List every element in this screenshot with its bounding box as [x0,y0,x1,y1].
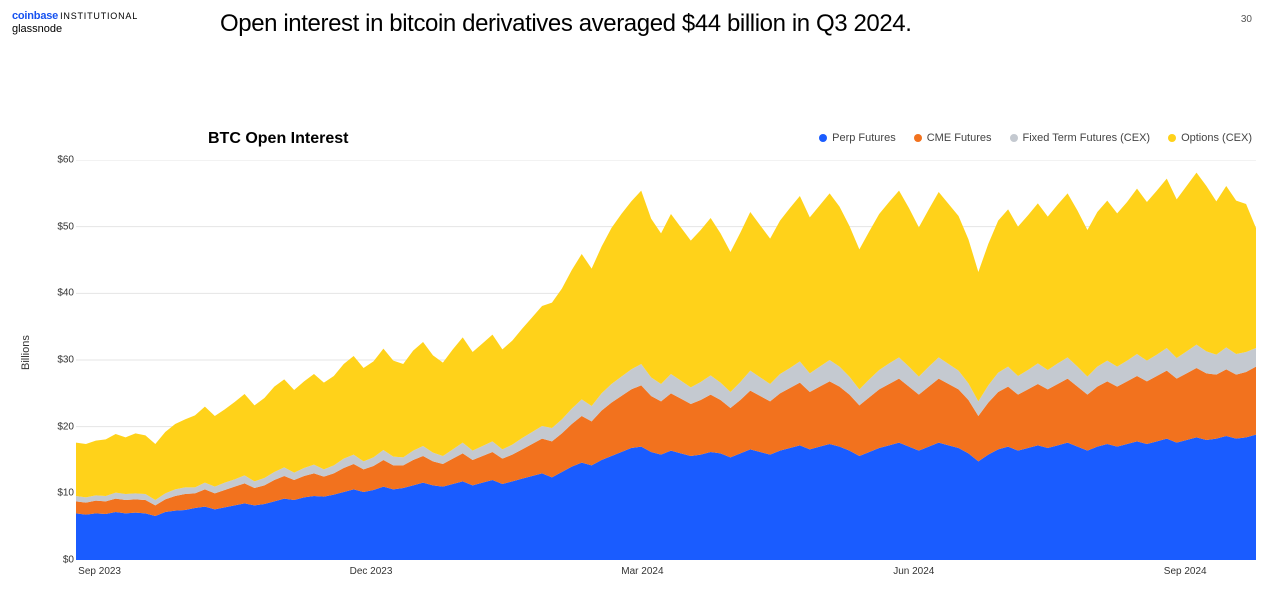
legend-label: Fixed Term Futures (CEX) [1023,132,1151,144]
legend-item: Perp Futures [819,132,896,144]
legend-item: Options (CEX) [1168,132,1252,144]
y-tick-label: $40 [57,288,74,299]
x-tick-label: Sep 2023 [78,566,121,577]
y-tick-label: $10 [57,488,74,499]
x-tick-label: Mar 2024 [621,566,663,577]
logo-block: coinbaseINSTITUTIONAL glassnode [12,10,138,36]
legend-dot-icon [914,134,922,142]
x-tick-label: Jun 2024 [893,566,934,577]
headline: Open interest in bitcoin derivatives ave… [220,10,912,38]
chart-title: BTC Open Interest [208,130,348,148]
legend-item: Fixed Term Futures (CEX) [1010,132,1151,144]
coinbase-logo: coinbase [12,10,58,22]
logo-line-1: coinbaseINSTITUTIONAL [12,10,138,23]
y-axis-ticks: $0$10$20$30$40$50$60 [40,160,74,560]
chart-plot [76,160,1256,560]
y-tick-label: $0 [63,555,74,566]
legend-item: CME Futures [914,132,992,144]
x-axis-ticks: Sep 2023 Dec 2023 Mar 2024 Jun 2024 Sep 2024 [76,566,1256,586]
legend-dot-icon [819,134,827,142]
x-tick-label: Sep 2024 [1164,566,1207,577]
y-tick-label: $20 [57,421,74,432]
legend-dot-icon [1168,134,1176,142]
x-tick-label: Dec 2023 [350,566,393,577]
legend-label: CME Futures [927,132,992,144]
y-tick-label: $60 [57,155,74,166]
institutional-label: INSTITUTIONAL [60,11,138,21]
y-tick-label: $50 [57,221,74,232]
page: coinbaseINSTITUTIONAL glassnode Open int… [0,0,1270,614]
legend: Perp Futures CME Futures Fixed Term Futu… [819,132,1252,144]
page-number: 30 [1241,14,1252,25]
y-tick-label: $30 [57,355,74,366]
legend-dot-icon [1010,134,1018,142]
legend-label: Options (CEX) [1181,132,1252,144]
y-axis-label: Billions [20,335,32,370]
glassnode-logo: glassnode [12,23,138,36]
legend-label: Perp Futures [832,132,896,144]
